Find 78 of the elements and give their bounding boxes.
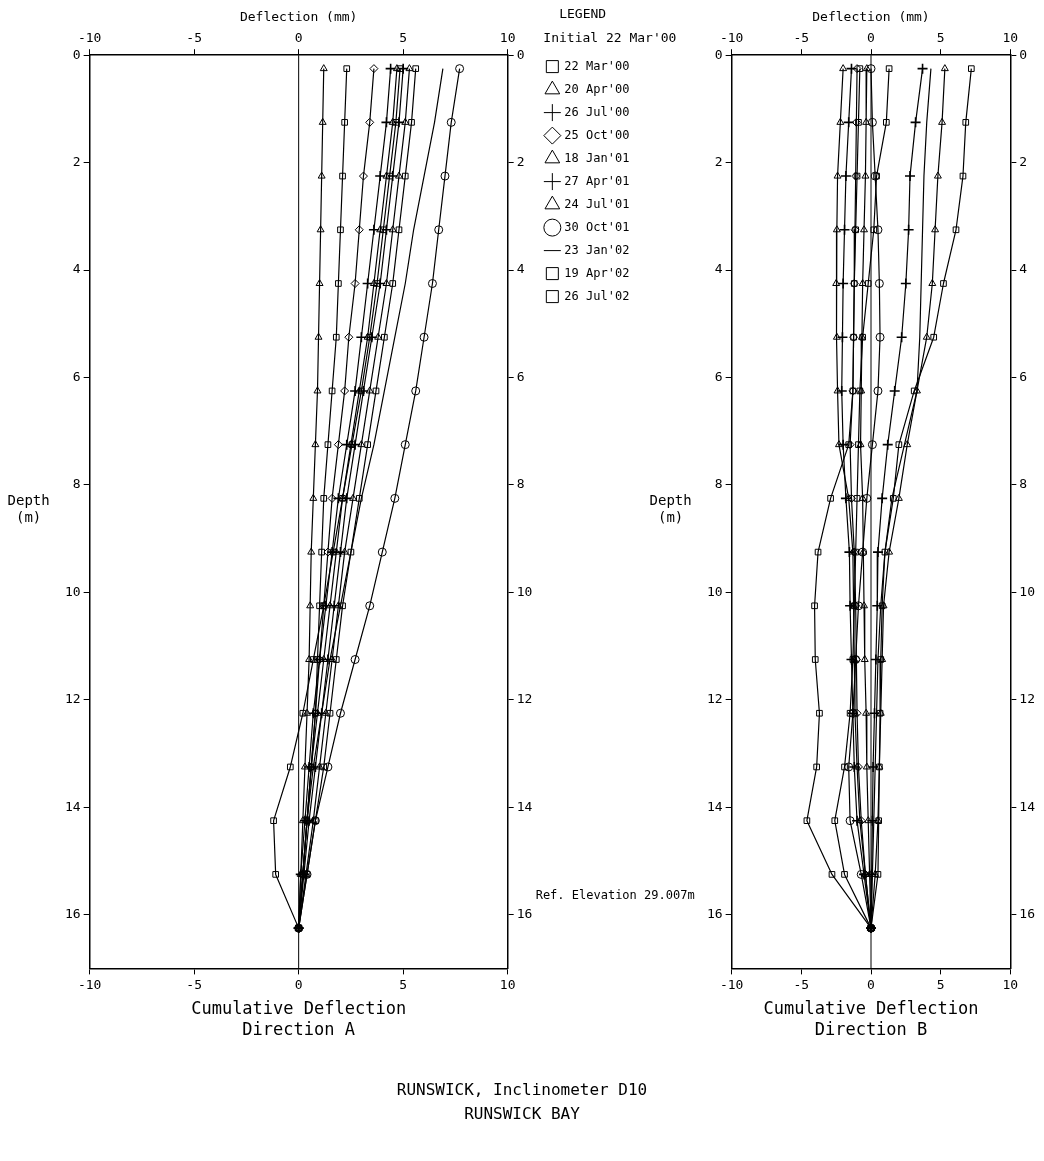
legend-label: 20 Apr'00 — [564, 81, 630, 96]
x2-tick-label: 5 — [399, 29, 408, 45]
legend-label: 26 Jul'02 — [564, 288, 630, 303]
legend-label: 26 Jul'00 — [564, 104, 630, 119]
y-tick-label: 8 — [72, 476, 81, 492]
y-tick-label: 8 — [714, 476, 723, 492]
y-tick-label: 2 — [72, 154, 81, 170]
y-tick-label: 4 — [714, 261, 723, 277]
y2-tick-label: 4 — [516, 261, 525, 277]
text: Ref. Elevation 29.007m — [535, 888, 695, 903]
x2-tick-label: 10 — [1002, 29, 1019, 45]
legend-label: 22 Mar'00 — [564, 58, 630, 73]
y-tick-label: 16 — [65, 906, 81, 922]
text: RUNSWICK, Inclinometer D10 — [395, 1080, 649, 1100]
x2-tick-label: -10 — [719, 29, 744, 45]
text: Initial 22 Mar'00 — [543, 30, 677, 45]
x2-tick-label: -5 — [186, 29, 202, 45]
y-tick-label: 14 — [65, 798, 81, 814]
legend-label: 30 Oct'01 — [564, 219, 630, 234]
legend-label: 18 Jan'01 — [564, 150, 630, 165]
y2-tick-label: 12 — [516, 691, 533, 707]
y2-tick-label: 16 — [516, 906, 533, 922]
y-tick-label: 12 — [65, 691, 81, 707]
x-axis-title: Cumulative Deflection Direction B — [762, 998, 980, 1041]
x-tick-label: 0 — [867, 976, 875, 992]
y2-tick-label: 0 — [516, 46, 525, 62]
x2-tick-label: -10 — [77, 29, 102, 45]
y-tick-label: 6 — [714, 368, 723, 384]
y-tick-label: 10 — [707, 583, 723, 599]
legend-label: 27 Apr'01 — [564, 173, 630, 188]
y2-tick-label: 6 — [516, 368, 525, 384]
x-tick-label: -5 — [186, 976, 202, 992]
x-tick-label: -10 — [719, 976, 744, 992]
legend-label: 23 Jan'02 — [564, 242, 630, 257]
y-tick-label: 10 — [65, 583, 81, 599]
x-axis-title: Cumulative Deflection Direction A — [190, 998, 408, 1041]
y2-tick-label: 14 — [516, 798, 533, 814]
y-axis-title: Depth (m) — [6, 491, 51, 527]
y2-tick-label: 0 — [1019, 46, 1028, 62]
legend-label: 25 Oct'00 — [564, 127, 630, 142]
legend-label: 19 Apr'02 — [564, 265, 630, 280]
x2-tick-label: 0 — [867, 29, 875, 45]
y2-tick-label: 14 — [1019, 798, 1036, 814]
legend-title: LEGEND — [559, 5, 607, 21]
x-tick-label: 5 — [399, 976, 408, 992]
x-tick-label: 5 — [936, 976, 945, 992]
x2-tick-label: 5 — [936, 29, 945, 45]
y2-tick-label: 2 — [516, 154, 525, 170]
y-tick-label: 0 — [714, 46, 723, 62]
y-tick-label: 0 — [72, 46, 81, 62]
x2-tick-label: 10 — [499, 29, 516, 45]
x-tick-label: 0 — [294, 976, 303, 992]
legend-label: 24 Jul'01 — [564, 196, 630, 211]
y-tick-label: 14 — [707, 798, 723, 814]
y-tick-label: 4 — [72, 261, 81, 277]
y2-tick-label: 4 — [1019, 261, 1028, 277]
text: RUNSWICK BAY — [463, 1104, 581, 1124]
y2-tick-label: 8 — [516, 476, 525, 492]
x-tick-label: 10 — [499, 976, 516, 992]
y-axis-title: Depth (m) — [648, 491, 693, 527]
y-tick-label: 2 — [714, 154, 723, 170]
y2-tick-label: 10 — [516, 583, 533, 599]
x2-axis-title: Deflection (mm) — [239, 9, 358, 25]
y-tick-label: 12 — [707, 691, 723, 707]
y2-tick-label: 12 — [1019, 691, 1035, 707]
y2-tick-label: 16 — [1019, 906, 1035, 922]
y2-tick-label: 2 — [1019, 154, 1028, 170]
x2-tick-label: -5 — [793, 29, 810, 45]
x-tick-label: -10 — [77, 976, 102, 992]
y-tick-label: 6 — [72, 368, 81, 384]
y-tick-label: 16 — [707, 906, 723, 922]
y2-tick-label: 10 — [1019, 583, 1035, 599]
x2-axis-title: Deflection (mm) — [812, 9, 930, 25]
x-tick-label: -5 — [793, 976, 810, 992]
y2-tick-label: 8 — [1019, 476, 1028, 492]
x-tick-label: 10 — [1002, 976, 1019, 992]
y2-tick-label: 6 — [1019, 368, 1028, 384]
x2-tick-label: 0 — [294, 29, 303, 45]
